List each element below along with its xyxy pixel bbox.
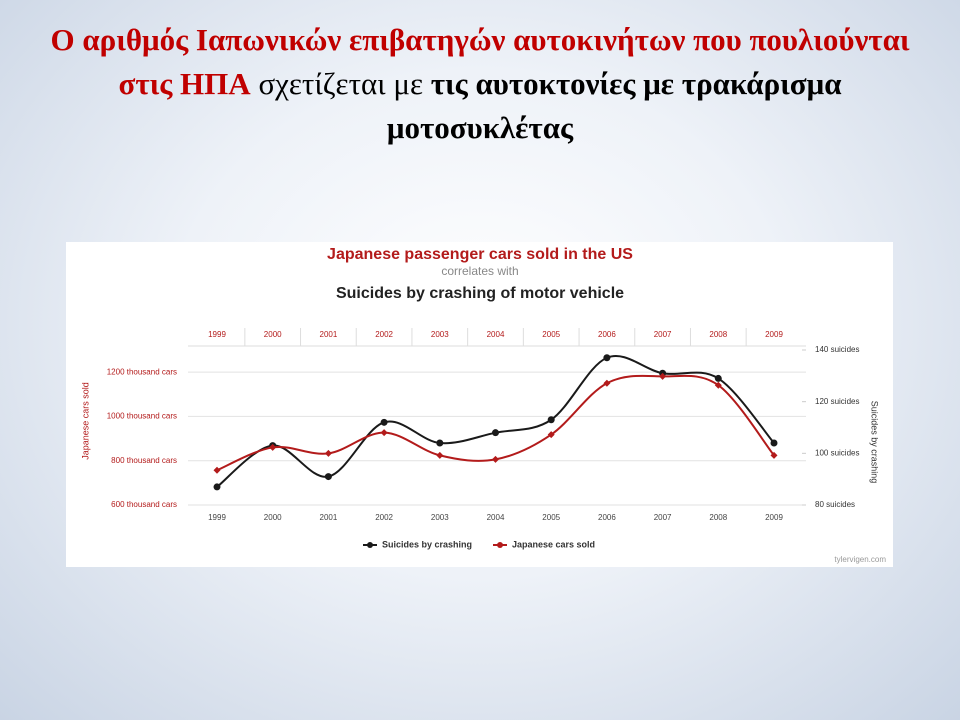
x-tick-label: 2000 [264,513,282,522]
x-tick-label: 2002 [375,513,393,522]
x-tick-label: 2008 [709,513,727,522]
x-tick-label-top: 2007 [654,330,672,339]
title-run: τις αυτοκτονίες με τρακάρισμα μοτοσυκλέτ… [386,66,842,145]
x-tick-label-top: 2000 [264,330,282,339]
y2-tick-label: 140 suicides [815,345,859,354]
point [547,431,555,439]
x-tick-label: 1999 [208,513,226,522]
point [380,418,388,426]
point [659,372,667,380]
x-tick-label-top: 2004 [487,330,505,339]
title-run: Ο αριθμός Ιαπωνικών επιβατηγών αυτοκινήτ… [50,22,910,101]
point [324,473,332,481]
credit: tylervigen.com [834,555,886,564]
legend-marker [367,542,373,548]
y2-axis-title: Suicides by crashing [870,401,880,484]
point [492,429,499,437]
x-tick-label-top: 2006 [598,330,616,339]
point [213,483,221,491]
point [324,449,332,457]
x-tick-label: 2009 [765,513,783,522]
y-tick-label: 1200 thousand cars [107,367,177,376]
point [213,466,221,474]
point [714,381,722,389]
point [770,439,778,447]
slide-title: Ο αριθμός Ιαπωνικών επιβατηγών αυτοκινήτ… [40,18,920,150]
y2-tick-label: 80 suicides [815,500,855,509]
point [770,451,778,459]
x-tick-label-top: 1999 [208,330,226,339]
y-tick-label: 600 thousand cars [111,500,177,509]
x-tick-label-top: 2008 [709,330,727,339]
x-tick-label: 2001 [320,513,338,522]
legend-label: Japanese cars sold [512,539,595,549]
x-tick-label-top: 2001 [320,330,338,339]
legend-label: Suicides by crashing [382,539,472,549]
chart-subtitle: correlates with [441,264,518,278]
y-tick-label: 1000 thousand cars [107,412,177,421]
point [269,443,277,451]
chart-background [66,242,893,567]
point [436,451,444,459]
point [436,439,444,447]
legend-marker [497,542,503,548]
y2-tick-label: 120 suicides [815,397,859,406]
x-tick-label-top: 2009 [765,330,783,339]
title-run: σχετίζεται με [250,66,431,101]
chart-title: Japanese passenger cars sold in the US [327,246,633,263]
x-tick-label: 2004 [487,513,505,522]
y2-tick-label: 100 suicides [815,448,859,457]
x-tick-label-top: 2002 [375,330,393,339]
series-line [216,374,775,472]
chart: Japanese passenger cars sold in the US c… [66,242,893,567]
x-tick-label-top: 2005 [542,330,560,339]
x-tick-label-top: 2003 [431,330,449,339]
point [380,429,388,437]
x-tick-label: 2007 [654,513,672,522]
x-tick-label: 2006 [598,513,616,522]
point [603,379,611,387]
y-axis-title: Japanese cars sold [80,382,90,460]
point [603,354,611,362]
chart-title-2: Suicides by crashing of motor vehicle [336,285,624,302]
y-tick-label: 800 thousand cars [111,456,177,465]
point [714,374,722,382]
x-tick-label: 2005 [542,513,560,522]
x-tick-label: 2003 [431,513,449,522]
point [492,455,499,463]
point [547,416,555,424]
